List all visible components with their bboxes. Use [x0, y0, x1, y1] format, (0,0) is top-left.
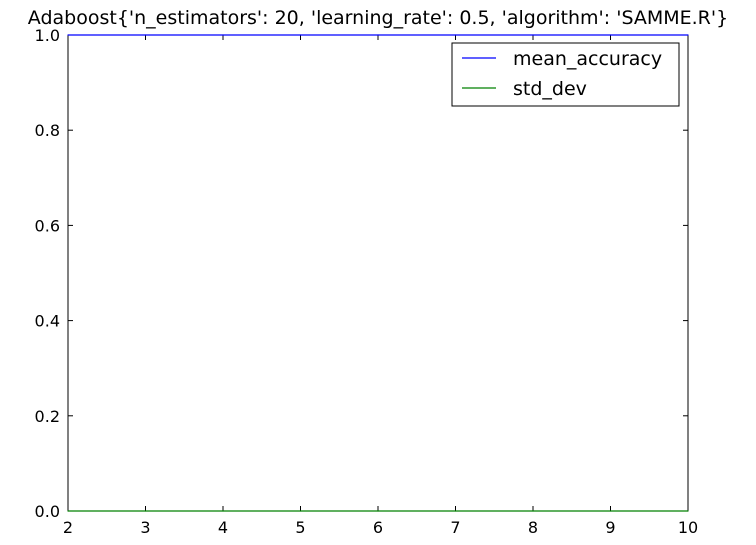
- data-point: [144, 510, 147, 512]
- legend-label: mean_accuracy: [513, 48, 662, 70]
- x-tick-label: 3: [140, 518, 150, 537]
- y-tick-label: 0.4: [35, 312, 60, 331]
- axis-ticks: 2 3 4 5 6 7 8 9 10 0.0 0.2 0.4 0.6 0.8 1.0: [35, 26, 699, 537]
- legend-box: [451, 42, 680, 107]
- x-tick-label: 8: [528, 518, 538, 537]
- y-tick-label: 0.8: [35, 121, 60, 140]
- data-point: [687, 510, 689, 512]
- y-tick-label: 0.2: [35, 407, 60, 426]
- data-point: [67, 510, 69, 512]
- data-point: [67, 34, 69, 36]
- y-tick-label: 0.0: [35, 502, 60, 521]
- x-tick-label: 9: [605, 518, 615, 537]
- data-point: [609, 34, 612, 36]
- data-point: [687, 34, 689, 36]
- data-point: [532, 34, 534, 36]
- legend: mean_accuracy std_dev: [451, 42, 680, 107]
- legend-label: std_dev: [513, 78, 587, 100]
- data-point: [609, 510, 612, 512]
- data-point: [377, 510, 379, 512]
- x-tick-label: 4: [218, 518, 228, 537]
- data-point: [532, 510, 534, 512]
- x-tick-label: 7: [450, 518, 460, 537]
- series-lines: [67, 34, 689, 512]
- data-point: [454, 510, 457, 512]
- chart-title: Adaboost{'n_estimators': 20, 'learning_r…: [28, 7, 728, 29]
- data-point: [299, 510, 302, 512]
- x-tick-label: 2: [63, 518, 73, 537]
- x-tick-label: 10: [678, 518, 698, 537]
- x-tick-label: 5: [295, 518, 305, 537]
- y-tick-label: 0.6: [35, 216, 60, 235]
- data-point: [144, 34, 147, 36]
- data-point: [299, 34, 302, 36]
- data-point: [222, 34, 224, 36]
- y-tick-label: 1.0: [35, 26, 60, 45]
- x-tick-label: 6: [373, 518, 383, 537]
- data-point: [222, 510, 224, 512]
- data-point: [454, 34, 457, 36]
- data-point: [377, 34, 379, 36]
